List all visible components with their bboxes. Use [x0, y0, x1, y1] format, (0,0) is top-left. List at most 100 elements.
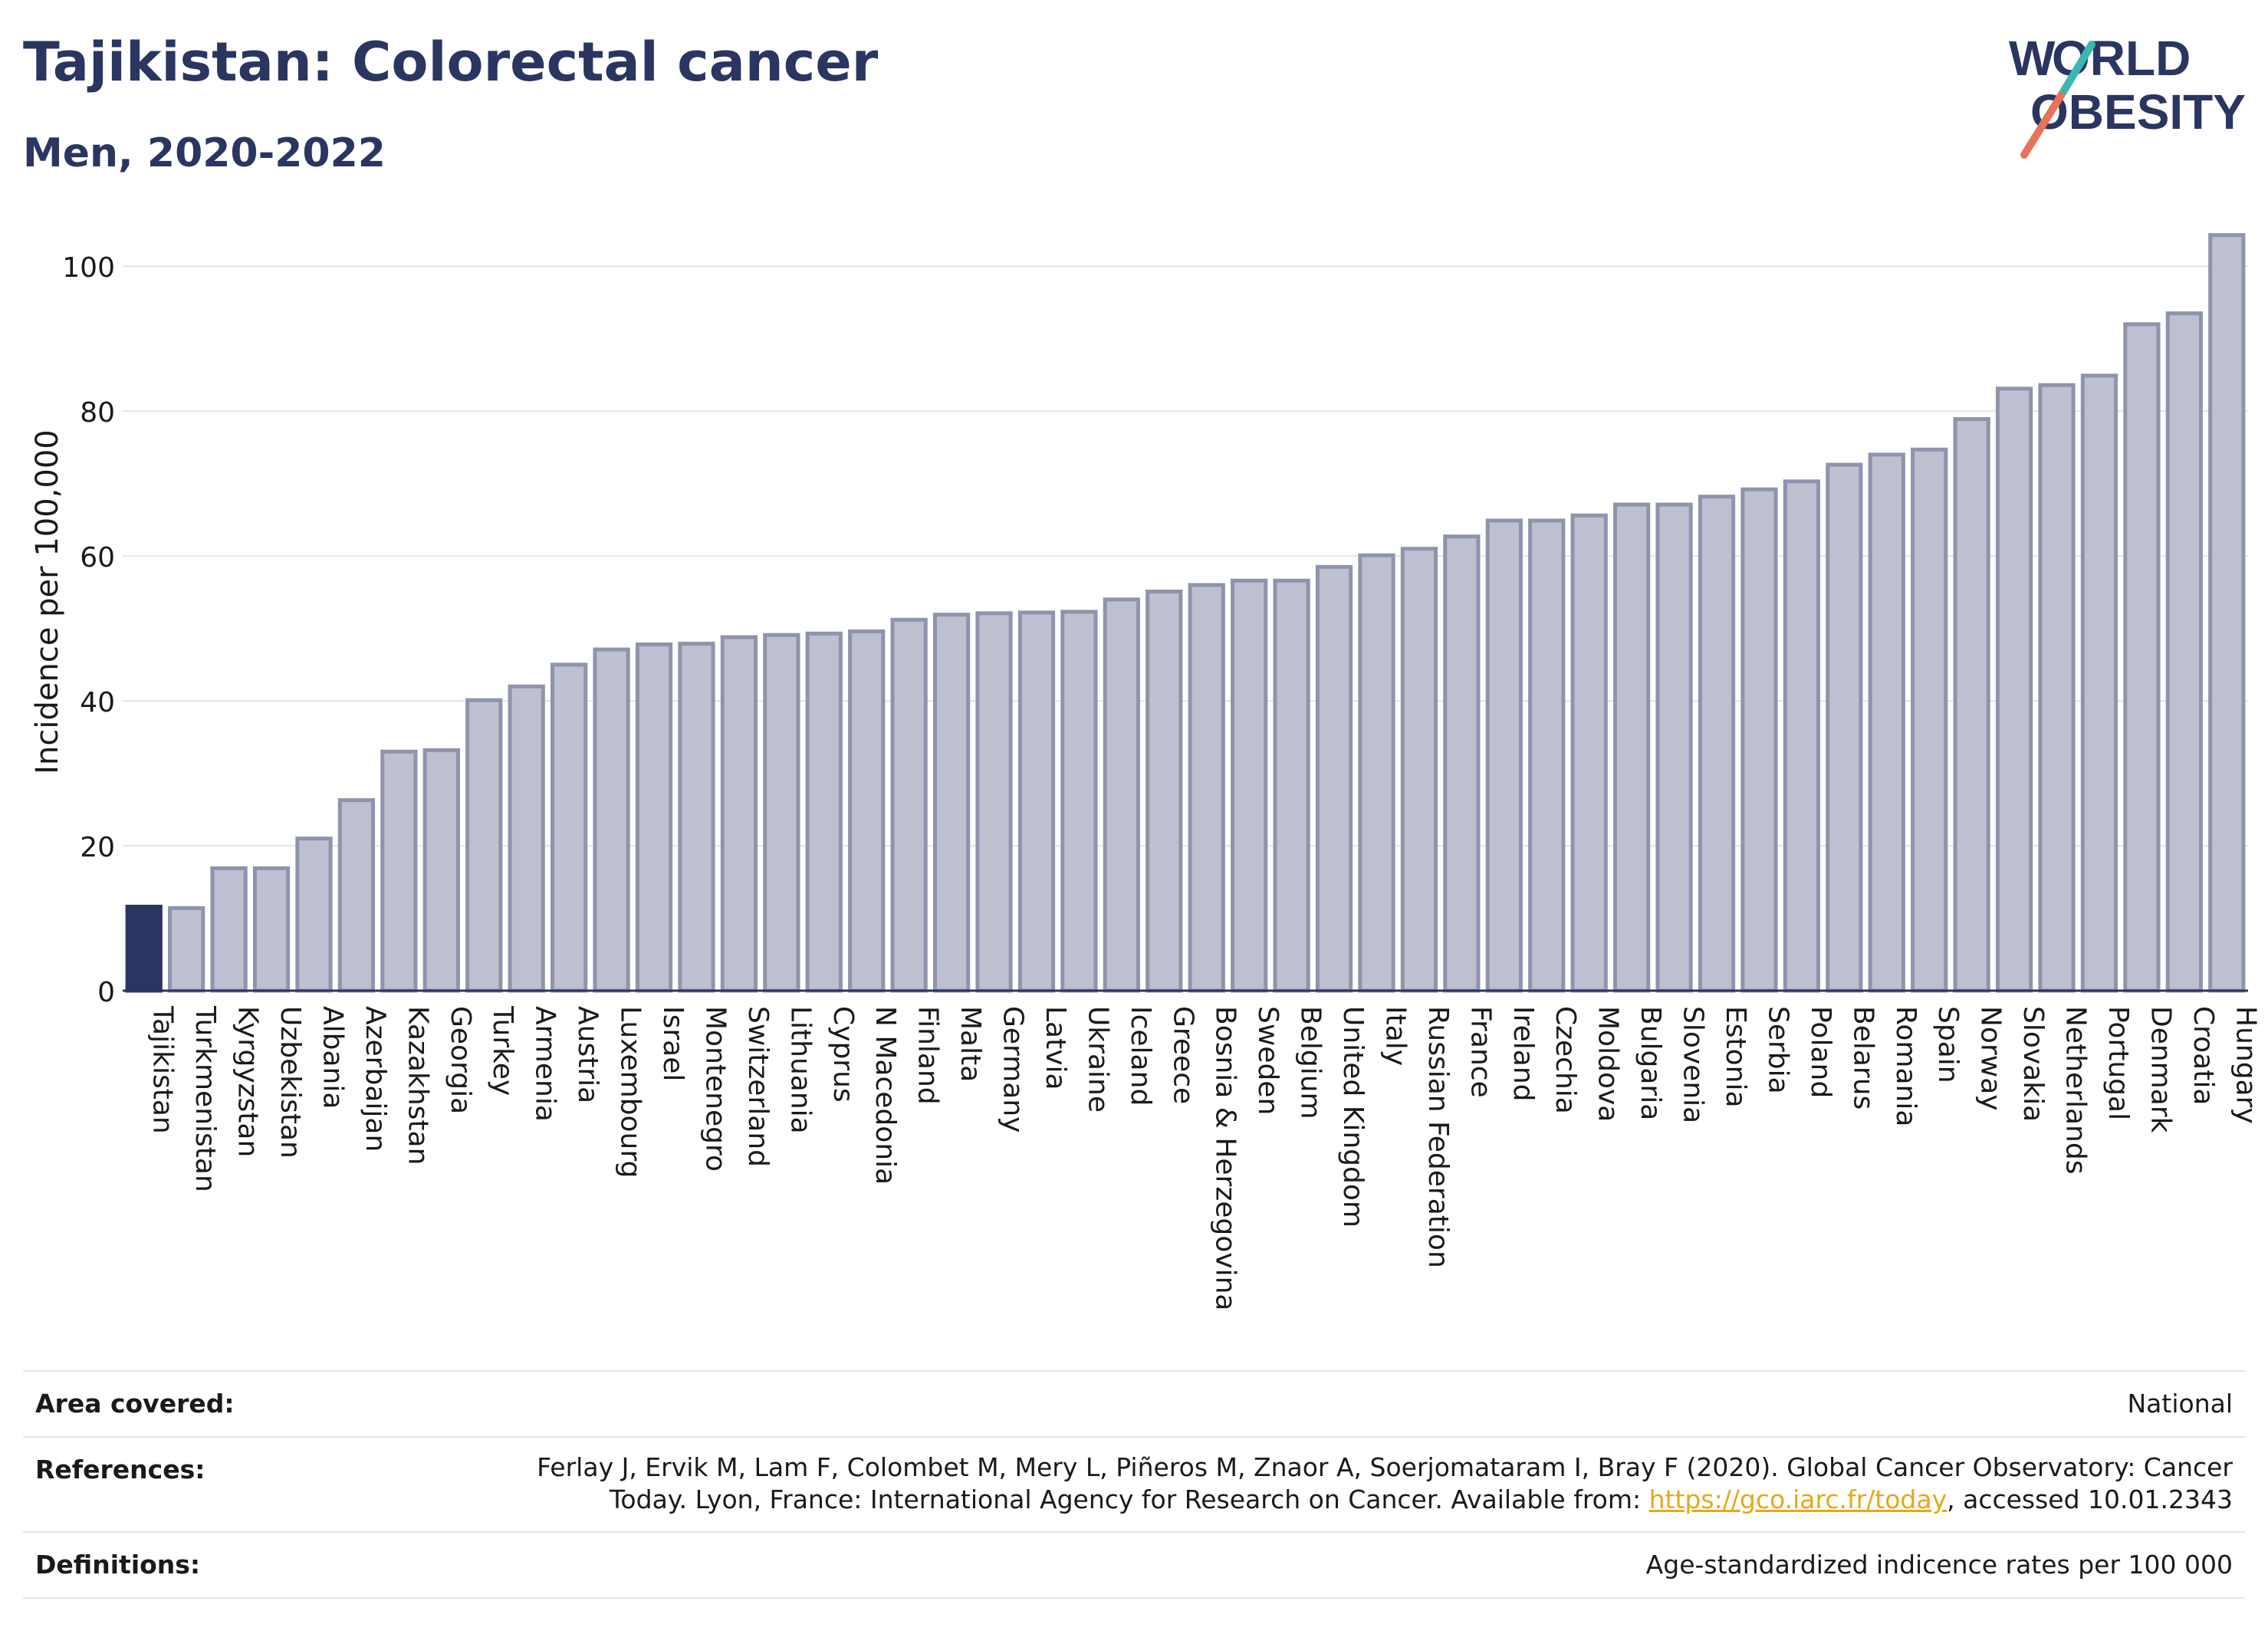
- x-tick-label: France: [1464, 1006, 1496, 1098]
- x-tick-label: Portugal: [2102, 1006, 2134, 1120]
- x-tick-label: Switzerland: [742, 1006, 774, 1167]
- x-tick-label: Albania: [317, 1006, 348, 1109]
- bar: [1868, 452, 1905, 993]
- bar: [720, 635, 758, 993]
- bar: [295, 837, 333, 993]
- bar: [2123, 322, 2161, 993]
- definitions-row: Definitions: Age-standardized indicence …: [23, 1531, 2245, 1599]
- x-tick-label: N Macedonia: [869, 1006, 901, 1185]
- bar: [1060, 610, 1098, 993]
- bar: [763, 633, 800, 993]
- chart-title: Tajikistan: Colorectal cancer: [23, 31, 879, 94]
- x-tick-label: Sweden: [1252, 1006, 1284, 1115]
- bar: [1740, 487, 1778, 993]
- bar: [1655, 502, 1693, 993]
- x-tick-label: Turkey: [487, 1005, 518, 1096]
- bar: [932, 613, 971, 993]
- bar-highlight: [125, 904, 163, 993]
- bar: [1103, 597, 1140, 993]
- x-tick-label: Cyprus: [827, 1006, 859, 1103]
- bar: [975, 611, 1013, 993]
- x-tick-label: Bosnia & Herzegovina: [1210, 1006, 1241, 1310]
- gco-link[interactable]: https://gco.iarc.fr/today: [1648, 1484, 1948, 1514]
- x-tick-label: Italy: [1379, 1006, 1411, 1066]
- y-tick-label: 100: [62, 252, 115, 284]
- x-tick-label: Kyrgyzstan: [232, 1006, 264, 1157]
- chart-subtitle: Men, 2020-2022: [23, 130, 386, 176]
- bar: [1612, 502, 1651, 993]
- references-row: References: Ferlay J, Ervik M, Lam F, Co…: [23, 1436, 2245, 1531]
- x-tick-label: Armenia: [530, 1006, 561, 1122]
- x-tick-label: Georgia: [445, 1006, 476, 1114]
- x-tick-label: Malta: [955, 1006, 986, 1082]
- bar: [380, 749, 418, 993]
- bar: [1995, 386, 2033, 993]
- x-tick-label: Norway: [1975, 1006, 2007, 1111]
- y-tick-label: 0: [97, 977, 115, 1008]
- x-tick-label: Serbia: [1762, 1006, 1793, 1094]
- bar: [337, 798, 376, 993]
- bar: [2165, 311, 2203, 993]
- bar: [635, 642, 673, 993]
- y-axis-label: Incidence per 100,000: [30, 429, 65, 774]
- references-value: Ferlay J, Ervik M, Lam F, Colombet M, Me…: [23, 1438, 2245, 1516]
- bar: [1826, 462, 1863, 993]
- bar: [1698, 495, 1736, 993]
- x-tick-label: Lithuania: [784, 1006, 816, 1134]
- x-tick-label: Hungary: [2230, 1006, 2261, 1124]
- bar: [252, 866, 291, 993]
- definitions-label: Definitions:: [35, 1550, 201, 1580]
- bar: [1911, 447, 1948, 993]
- bar: [1358, 553, 1395, 993]
- svg-text:W: W: [2009, 31, 2056, 86]
- bar: [2038, 383, 2076, 993]
- info-table: Area covered: National References: Ferla…: [23, 1370, 2245, 1599]
- x-tick-label: Uzbekistan: [274, 1006, 306, 1159]
- bar: [210, 866, 248, 993]
- y-tick-label: 60: [80, 542, 115, 574]
- area-covered-row: Area covered: National: [23, 1370, 2245, 1436]
- x-tick-label: Germany: [998, 1006, 1029, 1133]
- bar: [1231, 578, 1268, 993]
- bar: [1953, 417, 1990, 993]
- area-covered-label: Area covered:: [35, 1389, 235, 1419]
- bar: [1570, 513, 1608, 993]
- bar: [422, 748, 460, 993]
- reference-line-2: Today. Lyon, France: International Agenc…: [609, 1484, 2233, 1514]
- world-obesity-logo: W ORLD OBESITY: [2009, 31, 2246, 159]
- y-tick-label: 40: [80, 687, 115, 718]
- x-tick-label: Belarus: [1847, 1006, 1878, 1110]
- bar: [1443, 534, 1481, 993]
- bar: [508, 684, 545, 993]
- y-tick-label: 20: [80, 832, 115, 863]
- bar: [1146, 589, 1183, 993]
- bar: [890, 617, 928, 993]
- x-tick-label: Belgium: [1295, 1006, 1326, 1119]
- x-tick-label: Kazakhstan: [402, 1006, 433, 1165]
- x-tick-label: Finland: [912, 1006, 944, 1105]
- x-tick-label: Estonia: [1720, 1006, 1751, 1108]
- x-tick-label: Iceland: [1125, 1006, 1156, 1106]
- area-covered-value: National: [2127, 1389, 2233, 1419]
- x-tick-label: Greece: [1167, 1006, 1198, 1104]
- x-tick-label: Slovenia: [1678, 1006, 1709, 1123]
- bar: [2208, 233, 2246, 993]
- x-tick-label: Azerbaijan: [360, 1006, 391, 1152]
- y-tick-label: 80: [80, 397, 115, 429]
- bar: [1528, 518, 1566, 993]
- x-tick-label: Israel: [657, 1006, 689, 1081]
- x-tick-label: Romania: [1890, 1006, 1921, 1126]
- bar: [1273, 578, 1310, 993]
- x-tick-label: Turkmenistan: [189, 1005, 221, 1192]
- x-tick-label: Ireland: [1507, 1006, 1539, 1102]
- bar: [593, 647, 630, 993]
- x-tick-label: Montenegro: [699, 1006, 731, 1172]
- x-tick-label: Austria: [572, 1006, 603, 1103]
- reference-line-1: Ferlay J, Ervik M, Lam F, Colombet M, Me…: [537, 1452, 2233, 1482]
- x-tick-label: Czechia: [1550, 1006, 1581, 1114]
- x-tick-label: Bulgaria: [1635, 1006, 1666, 1120]
- x-tick-label: Denmark: [2145, 1006, 2176, 1133]
- x-tick-label: United Kingdom: [1337, 1006, 1369, 1228]
- bar: [1017, 610, 1056, 993]
- bar: [550, 662, 588, 993]
